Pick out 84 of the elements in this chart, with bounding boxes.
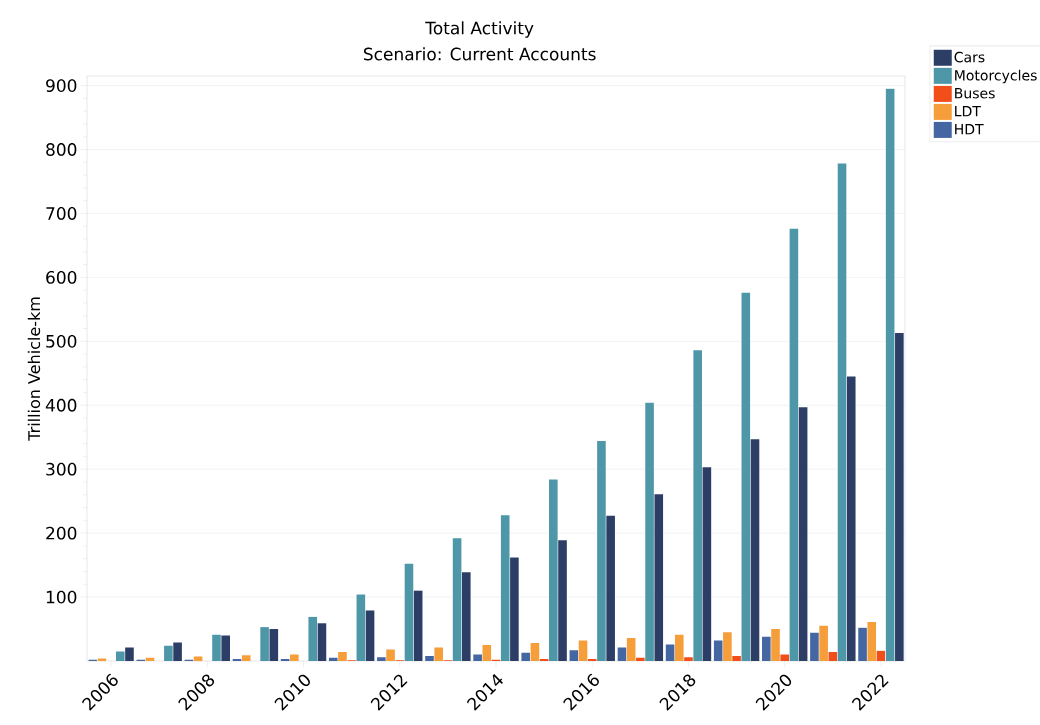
y-tick-label: 600 xyxy=(46,270,77,284)
bar xyxy=(780,654,790,661)
bar xyxy=(377,657,386,661)
y-tick-label: 100 xyxy=(46,590,77,604)
bar xyxy=(674,634,684,661)
bar xyxy=(413,590,423,661)
y-axis-title: Trillion Vehicle-km xyxy=(27,297,41,441)
bar xyxy=(269,629,279,661)
legend-label: Motorcycles xyxy=(955,69,1037,84)
bar xyxy=(732,655,741,661)
y-tick-label: 800 xyxy=(46,143,77,156)
bar xyxy=(654,494,664,661)
bar xyxy=(452,538,462,661)
bar xyxy=(723,632,732,661)
chart-subtitle: Scenario: Current Accounts xyxy=(363,47,596,61)
bar xyxy=(510,557,519,661)
bar xyxy=(290,654,299,661)
bar xyxy=(308,616,318,661)
bar xyxy=(828,652,838,661)
bar xyxy=(810,632,819,661)
y-tick-label: 500 xyxy=(46,334,77,348)
bar xyxy=(221,635,230,661)
bar xyxy=(606,515,615,661)
bar xyxy=(876,650,886,661)
bar xyxy=(819,625,828,661)
bar xyxy=(789,228,799,661)
bar xyxy=(173,642,182,661)
bar xyxy=(858,627,867,661)
bar xyxy=(741,292,751,661)
legend-label: Buses xyxy=(955,88,995,99)
y-tick-label: 900 xyxy=(46,79,77,93)
bar xyxy=(521,652,531,661)
bar xyxy=(762,636,771,661)
bar xyxy=(626,637,636,661)
legend-label: Cars xyxy=(954,51,985,63)
bar xyxy=(461,572,471,661)
bar xyxy=(750,439,760,661)
bar xyxy=(212,634,221,661)
bar xyxy=(241,655,251,661)
bar xyxy=(404,563,414,661)
legend-label: HDT xyxy=(955,124,984,135)
bar xyxy=(115,651,125,661)
bar xyxy=(798,407,808,661)
y-tick-label: 700 xyxy=(46,207,77,220)
bar xyxy=(578,640,588,661)
bar xyxy=(684,657,693,661)
bar xyxy=(597,441,606,661)
bar xyxy=(895,333,904,661)
bar xyxy=(867,622,877,661)
bar xyxy=(434,647,443,661)
bar xyxy=(356,594,366,661)
bar xyxy=(164,645,173,661)
bar xyxy=(617,647,627,661)
bar xyxy=(328,657,338,661)
chart-title: Total Activity xyxy=(425,21,534,38)
bar xyxy=(837,163,847,661)
bar xyxy=(846,376,856,661)
bar xyxy=(473,654,482,661)
bar xyxy=(125,647,134,661)
bar xyxy=(665,644,675,661)
bar xyxy=(693,350,702,661)
bar xyxy=(549,479,558,661)
bar xyxy=(425,655,434,661)
bar xyxy=(885,88,895,661)
y-tick-label: 300 xyxy=(46,462,77,476)
bar xyxy=(530,643,540,661)
bar xyxy=(482,645,492,661)
bar xyxy=(365,610,375,661)
bar xyxy=(569,650,579,661)
bar xyxy=(771,629,780,661)
bar xyxy=(558,540,567,661)
bar xyxy=(386,649,395,661)
bar xyxy=(645,402,654,661)
bar xyxy=(702,467,712,661)
bar xyxy=(97,658,107,661)
y-tick-label: 200 xyxy=(46,526,77,540)
bar xyxy=(260,627,269,661)
y-tick-label: 400 xyxy=(45,398,77,412)
bar xyxy=(500,515,510,661)
bar xyxy=(636,657,645,661)
legend-label: LDT xyxy=(955,106,981,117)
bar xyxy=(317,623,327,661)
bar xyxy=(338,652,347,661)
bar xyxy=(713,640,723,661)
